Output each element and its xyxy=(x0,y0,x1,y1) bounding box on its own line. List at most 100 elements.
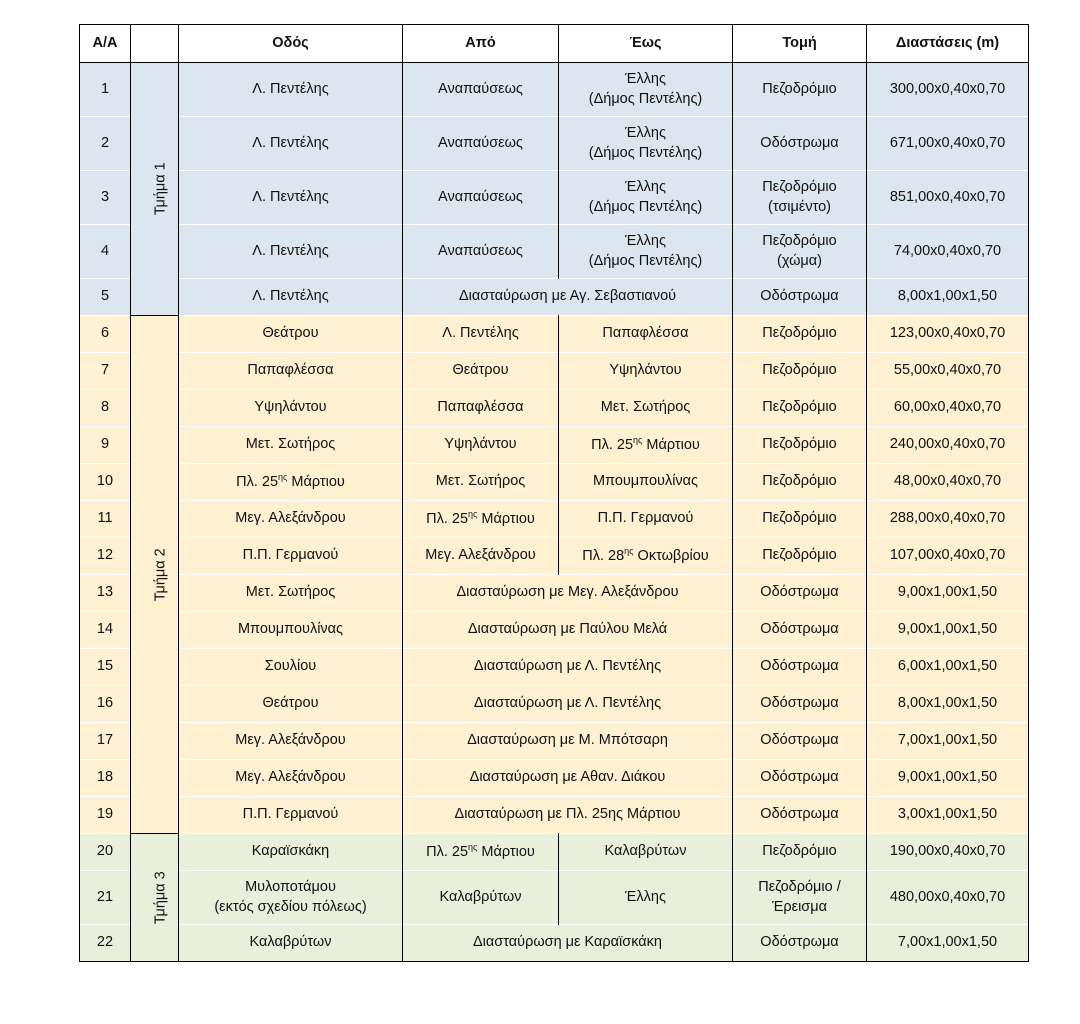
dimensions-cell: 74,00x0,40x0,70 xyxy=(866,224,1029,279)
table-row: 13 Μετ. Σωτήρος Διασταύρωση με Μεγ. Αλεξάν… xyxy=(79,574,1029,612)
street-cell: Καλαβρύτων xyxy=(178,924,403,962)
table-row: 21 Μυλοποτάμου (εκτός σχεδίου πόλεως) Καλαβ… xyxy=(79,870,1029,925)
from-cell-text: Μετ. Σωτήρος xyxy=(435,473,526,490)
to-cell-text: (Δήμος Πεντέλης) xyxy=(588,144,703,161)
cross-section-cell: Οδόστρωμα xyxy=(732,759,867,797)
dimensions-cell: 8,00x1,00x1,50 xyxy=(866,278,1029,316)
table-row: 5 Λ. Πεντέλης Διασταύρωση με Αγ. Σεβαστιαν… xyxy=(79,278,1029,316)
header-aa: Α/Α xyxy=(79,24,131,63)
cross-section-cell-text: (τσιμέντο) xyxy=(767,198,831,215)
cross-section-cell: Οδόστρωμα xyxy=(732,924,867,962)
cross-section-cell-text: Οδόστρωμα xyxy=(760,695,839,712)
dimensions-cell: 55,00x0,40x0,70 xyxy=(866,352,1029,390)
cross-section-cell: Πεζοδρόμιο xyxy=(732,389,867,427)
dimensions-cell: 8,00x1,00x1,50 xyxy=(866,685,1029,723)
from-cell: Μετ. Σωτήρος xyxy=(402,463,559,501)
dimensions-cell: 9,00x1,00x1,50 xyxy=(866,574,1029,612)
cross-section-cell-text: Οδόστρωμα xyxy=(760,621,839,638)
dimensions-cell-text: 6,00x1,00x1,50 xyxy=(897,658,998,675)
cross-section-cell-text: Πεζοδρόμιο xyxy=(762,399,837,416)
street-cell-text: Μεγ. Αλεξάνδρου xyxy=(235,510,346,527)
street-cell: Λ. Πεντέλης xyxy=(178,170,403,225)
street-cell: Θεάτρου xyxy=(178,685,403,723)
street-cell: Υψηλάντου xyxy=(178,389,403,427)
dimensions-cell-text: 8,00x1,00x1,50 xyxy=(897,288,998,305)
to-cell: Έλλης (Δήμος Πεντέλης) xyxy=(558,116,733,171)
table-row: 12 Π.Π. Γερμανού Μεγ. Αλεξάνδρου Πλ. 28ης Ο… xyxy=(79,537,1029,575)
row-number-text: 18 xyxy=(96,769,114,786)
dimensions-cell-text: 3,00x1,00x1,50 xyxy=(897,806,998,823)
dimensions-cell-text: 123,00x0,40x0,70 xyxy=(889,325,1006,342)
crossing-cell: Διασταύρωση με Αγ. Σεβαστιανού xyxy=(402,278,733,316)
dimensions-cell-text: 190,00x0,40x0,70 xyxy=(889,843,1006,860)
street-cell: Καραϊσκάκη xyxy=(178,833,403,871)
header-to: Έως xyxy=(558,24,733,63)
to-cell: Μπουμπουλίνας xyxy=(558,463,733,501)
dimensions-cell: 6,00x1,00x1,50 xyxy=(866,648,1029,686)
table-row: 6 Τμήμα 2 Θεάτρου Λ. Πεντέλης Παπαφλέσσα Πεζο… xyxy=(79,315,1029,834)
dimensions-cell-text: 9,00x1,00x1,50 xyxy=(897,621,998,638)
cross-section-cell-text: Πεζοδρόμιο xyxy=(762,510,837,527)
row-number-text: 13 xyxy=(96,584,114,601)
crossing-cell: Διασταύρωση με Λ. Πεντέλης xyxy=(402,685,733,723)
row-number-text: 12 xyxy=(96,547,114,564)
cross-section-cell-text: Πεζοδρόμιο xyxy=(762,232,837,249)
to-cell: Καλαβρύτων xyxy=(558,833,733,871)
row-number: 16 xyxy=(79,685,131,723)
to-cell-text: Καλαβρύτων xyxy=(604,843,687,860)
dimensions-cell-text: 671,00x0,40x0,70 xyxy=(889,134,1006,151)
crossing-cell: Διασταύρωση με Λ. Πεντέλης xyxy=(402,648,733,686)
dimensions-cell: 288,00x0,40x0,70 xyxy=(866,500,1029,538)
crossing-cell-text: Διασταύρωση με Λ. Πεντέλης xyxy=(473,658,662,675)
row-number: 10 xyxy=(79,463,131,501)
street-cell-text: Λ. Πεντέλης xyxy=(252,242,329,259)
from-cell: Υψηλάντου xyxy=(402,426,559,464)
to-cell-text: Μετ. Σωτήρος xyxy=(600,399,691,416)
row-number: 14 xyxy=(79,611,131,649)
table-row: 10 Πλ. 25ης Μάρτιου Μετ. Σωτήρος Μπουμπουλί… xyxy=(79,463,1029,501)
cross-section-cell: Πεζοδρόμιο xyxy=(732,500,867,538)
row-number-text: 14 xyxy=(96,621,114,638)
cross-section-cell-text: Οδόστρωμα xyxy=(760,134,839,151)
crossing-cell-text: Διασταύρωση με Αθαν. Διάκου xyxy=(469,769,666,786)
dimensions-cell-text: 9,00x1,00x1,50 xyxy=(897,769,998,786)
from-cell-text: Αναπαύσεως xyxy=(438,134,523,151)
section-group-label: Τμήμα 3 xyxy=(130,833,179,962)
row-number-text: 17 xyxy=(96,732,114,749)
cross-section-cell-text: Πεζοδρόμιο / xyxy=(758,878,841,895)
street-cell-text: Σουλίου xyxy=(264,658,317,675)
row-number: 18 xyxy=(79,759,131,797)
cross-section-cell-text: Οδόστρωμα xyxy=(760,658,839,675)
cross-section-cell-text: Οδόστρωμα xyxy=(760,806,839,823)
to-cell: Μετ. Σωτήρος xyxy=(558,389,733,427)
table-row: 19 Π.Π. Γερμανού Διασταύρωση με Πλ. 25ης Μ… xyxy=(79,796,1029,834)
from-cell: Πλ. 25ης Μάρτιου xyxy=(402,833,559,871)
street-cell: Μετ. Σωτήρος xyxy=(178,426,403,464)
cross-section-cell-text: Πεζοδρόμιο xyxy=(762,80,837,97)
dimensions-cell-text: 240,00x0,40x0,70 xyxy=(889,436,1006,453)
cross-section-cell: Οδόστρωμα xyxy=(732,796,867,834)
street-cell-text: Μπουμπουλίνας xyxy=(237,621,344,638)
cross-section-cell: Πεζοδρόμιο xyxy=(732,426,867,464)
from-cell: Λ. Πεντέλης xyxy=(402,315,559,353)
crossing-cell: Διασταύρωση με Πλ. 25ης Μάρτιου xyxy=(402,796,733,834)
street-cell-text: Π.Π. Γερμανού xyxy=(242,806,339,823)
row-number-text: 2 xyxy=(100,134,110,151)
row-number: 1 xyxy=(79,62,131,117)
street-cell: Θεάτρου xyxy=(178,315,403,353)
dimensions-cell-text: 8,00x1,00x1,50 xyxy=(897,695,998,712)
section-label-text: Τμήμα 3 xyxy=(152,870,169,925)
from-cell-text: Πλ. 25ης Μάρτιου xyxy=(426,842,535,861)
street-cell: Μεγ. Αλεξάνδρου xyxy=(178,722,403,760)
row-number: 4 xyxy=(79,224,131,279)
from-cell-text: Μεγ. Αλεξάνδρου xyxy=(425,547,536,564)
row-number-text: 7 xyxy=(100,362,110,379)
dimensions-cell: 851,00x0,40x0,70 xyxy=(866,170,1029,225)
row-number: 8 xyxy=(79,389,131,427)
header-street: Οδός xyxy=(178,24,403,63)
table-row: 4 Λ. Πεντέλης Αναπαύσεως Έλλης (Δήμος Πεντέλ… xyxy=(79,224,1029,279)
street-cell-text: (εκτός σχεδίου πόλεως) xyxy=(214,898,367,915)
to-cell: Έλλης xyxy=(558,870,733,925)
crossing-cell-text: Διασταύρωση με Πλ. 25ης Μάρτιου xyxy=(454,806,681,823)
street-cell-text: Μετ. Σωτήρος xyxy=(245,436,336,453)
